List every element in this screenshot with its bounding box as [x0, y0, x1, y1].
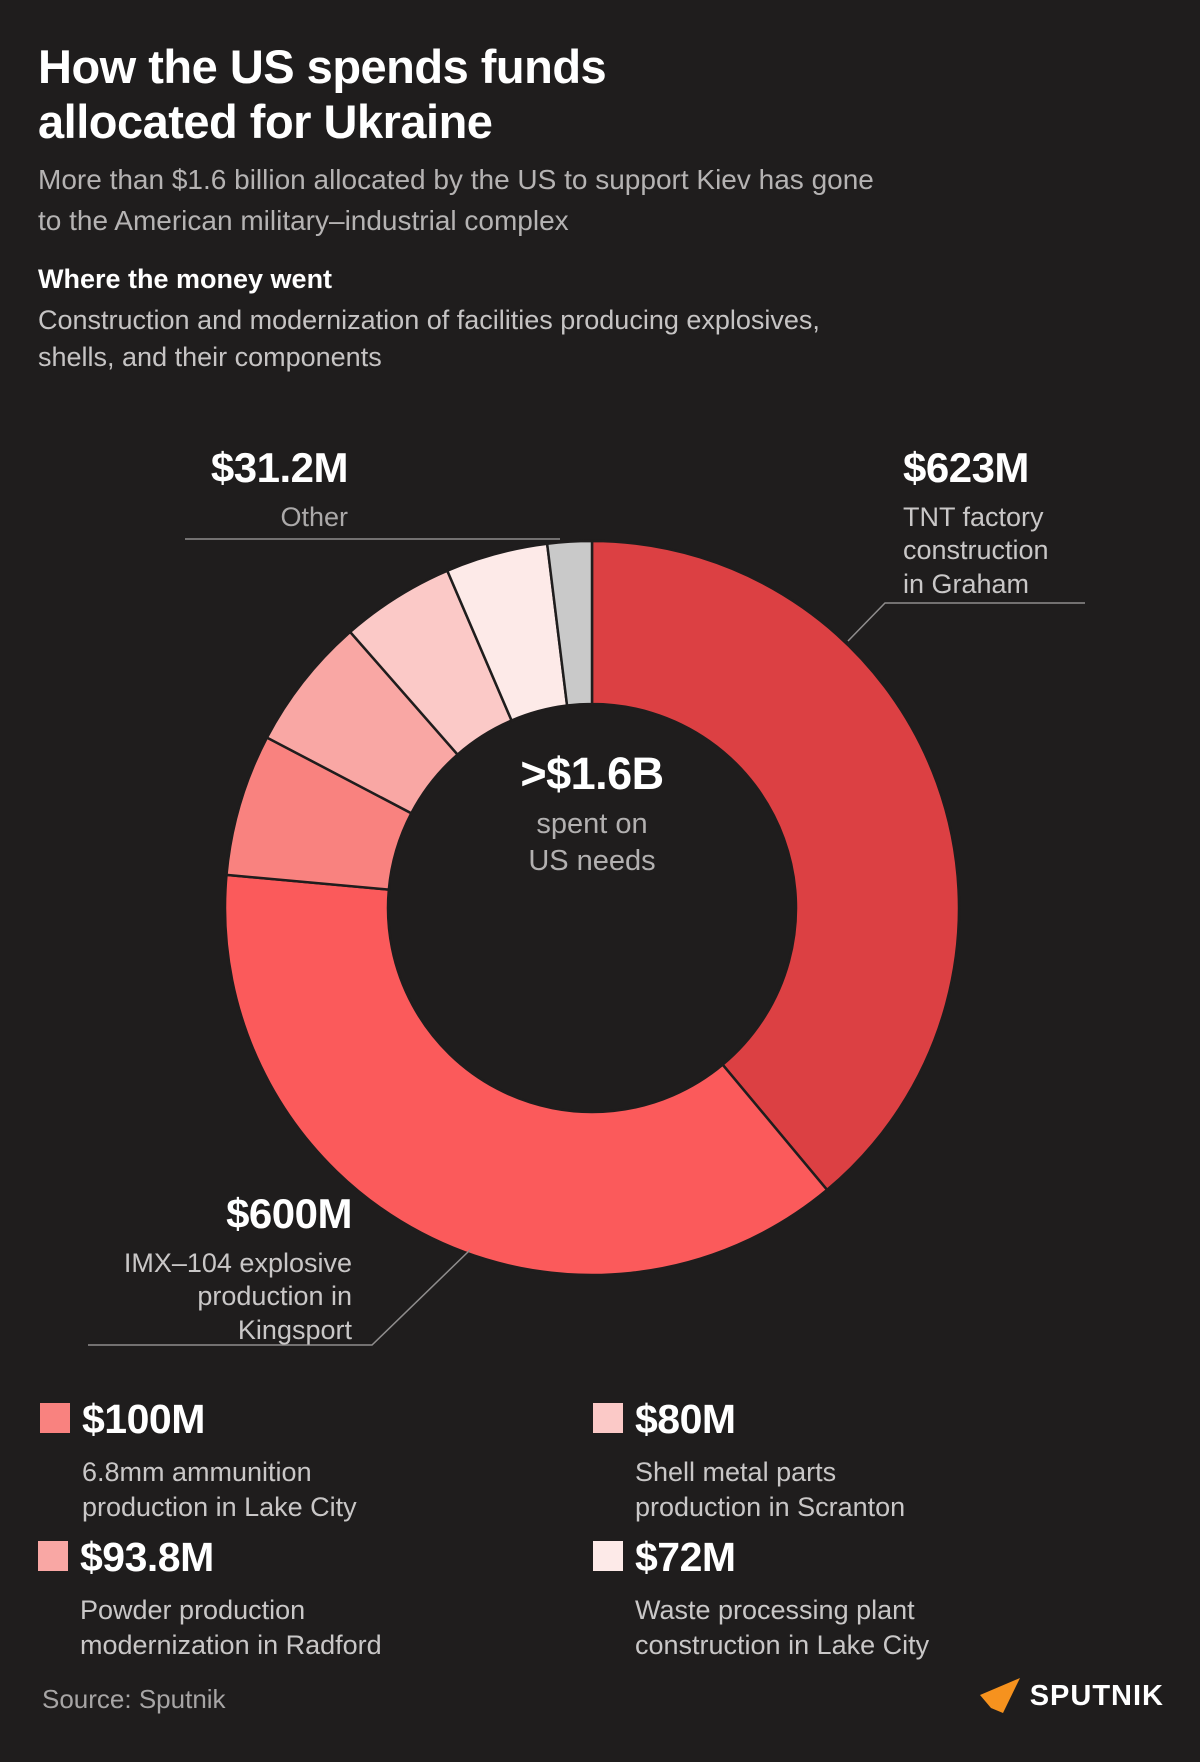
subtitle: More than $1.6 billion allocated by the … — [38, 164, 874, 236]
legend-value-93-8m: $93.8M — [80, 1534, 214, 1580]
legend-desc-72m: Waste processing plant construction in L… — [635, 1595, 930, 1661]
callout-other-desc: Other — [280, 502, 348, 532]
callout-kingsport-desc: IMX–104 explosive production in Kingspor… — [123, 1248, 352, 1345]
callout-line-kingsport — [88, 1249, 471, 1346]
legend-swatch-100m — [40, 1403, 70, 1433]
sputnik-logo: SPUTNIK — [979, 1678, 1164, 1714]
sputnik-logo-text: SPUTNIK — [1029, 1679, 1164, 1712]
source-note: Source: Sputnik — [42, 1684, 226, 1714]
legend-swatch-93-8m — [38, 1541, 68, 1571]
donut-center-label: >$1.6B spent on US needs — [392, 748, 792, 880]
legend-item-93-8m: $93.8M Powder production modernization i… — [38, 1534, 560, 1663]
section-description: Construction and modernization of facili… — [38, 305, 820, 373]
donut-segments — [223, 539, 961, 1277]
callout-line-graham — [847, 602, 1085, 642]
callout-graham-desc: TNT factory construction in Graham — [903, 502, 1049, 599]
legend-item-80m: $80M Shell metal parts production in Scr… — [593, 1396, 1115, 1525]
legend-value-80m: $80M — [635, 1396, 736, 1442]
callout-kingsport-value: $600M — [226, 1190, 352, 1237]
donut-segment-2 — [223, 873, 829, 1277]
total-sublabel: spent on US needs — [528, 808, 656, 878]
callout-kingsport: $600M IMX–104 explosive production in Ki… — [100, 1190, 353, 1347]
legend-desc-80m: Shell metal parts production in Scranton — [635, 1457, 906, 1523]
legend-desc-100m: 6.8mm ammunition production in Lake City — [82, 1457, 357, 1523]
donut-segment-1 — [590, 539, 961, 1192]
total-value: >$1.6B — [520, 748, 664, 799]
donut-segment-7 — [545, 539, 594, 707]
legend-value-100m: $100M — [82, 1396, 205, 1442]
callout-other: $31.2M Other — [98, 444, 349, 534]
legend-item-72m: $72M Waste processing plant construction… — [593, 1534, 1115, 1663]
legend-item-100m: $100M 6.8mm ammunition production in Lak… — [40, 1396, 562, 1525]
legend-desc-93-8m: Powder production modernization in Radfo… — [80, 1595, 382, 1661]
sputnik-flag-icon — [979, 1678, 1020, 1713]
callout-graham-value: $623M — [903, 444, 1029, 491]
section-heading: Where the money went — [38, 264, 333, 294]
page-title: How the US spends funds allocated for Uk… — [38, 40, 607, 148]
callout-other-value: $31.2M — [210, 444, 349, 491]
legend-value-72m: $72M — [635, 1534, 736, 1580]
legend-swatch-80m — [593, 1403, 623, 1433]
legend-swatch-72m — [593, 1541, 623, 1571]
callout-graham: $623M TNT factory construction in Graham — [903, 444, 1163, 601]
